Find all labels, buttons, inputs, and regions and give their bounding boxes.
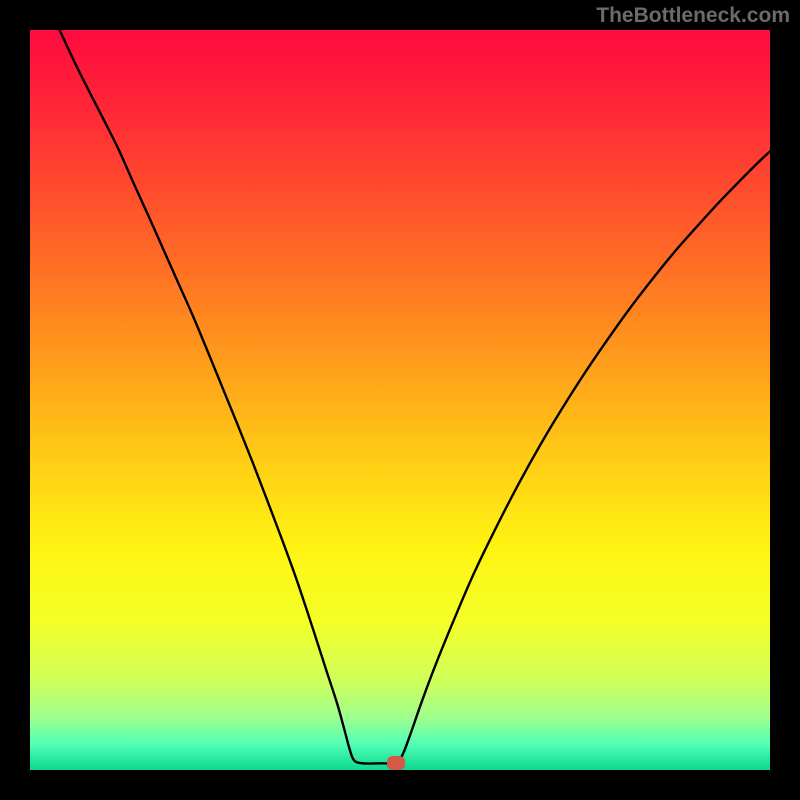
curve-svg — [30, 30, 770, 770]
plot-area — [30, 30, 770, 770]
plot-frame — [0, 0, 800, 800]
bottleneck-curve — [60, 30, 770, 764]
watermark-text: TheBottleneck.com — [596, 4, 790, 28]
optimum-marker — [387, 756, 405, 770]
